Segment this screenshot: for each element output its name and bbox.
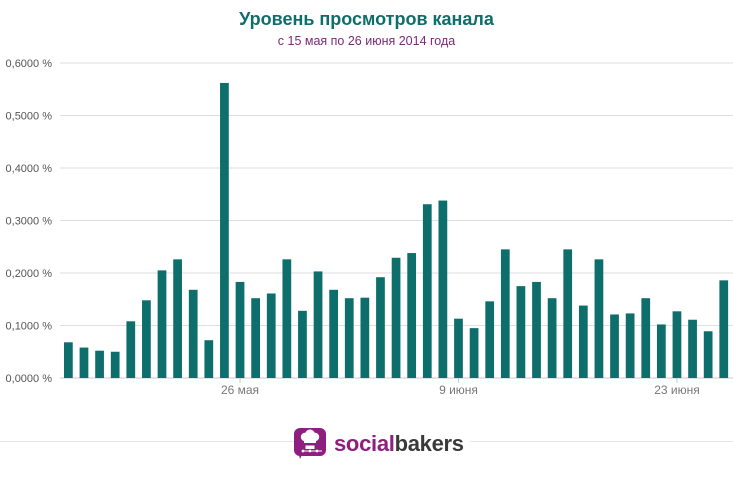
bar[interactable]	[438, 200, 448, 378]
y-axis-labels: 0,0000 % 0,1000 % 0,2000 % 0,3000 % 0,4000 %…	[6, 58, 53, 385]
bar[interactable]	[95, 350, 104, 378]
y-tick-label: 0,1000 %	[6, 321, 53, 333]
bar[interactable]	[422, 204, 432, 378]
bar[interactable]	[220, 82, 229, 378]
bar[interactable]	[454, 318, 463, 378]
bar[interactable]	[173, 259, 182, 378]
y-tick-label: 0,6000 %	[6, 58, 53, 70]
bar[interactable]	[110, 351, 120, 378]
brand-name-part2: bakers	[394, 431, 464, 456]
bar[interactable]	[547, 298, 557, 378]
gridlines	[60, 62, 733, 379]
brand-name-part1: social	[334, 431, 395, 456]
bar[interactable]	[532, 281, 541, 378]
bar[interactable]	[625, 313, 635, 378]
bar[interactable]	[344, 298, 354, 378]
bar[interactable]	[126, 321, 136, 378]
y-tick-label: 0,2000 %	[6, 268, 53, 280]
bar[interactable]	[688, 319, 697, 378]
socialbakers-logo[interactable]: socialbakers	[294, 424, 470, 464]
bar[interactable]	[282, 259, 292, 378]
bar[interactable]	[251, 298, 260, 378]
y-tick-label: 0,4000 %	[6, 163, 53, 175]
bar[interactable]	[610, 314, 619, 378]
bar[interactable]	[703, 331, 713, 378]
y-tick-label: 0,0000 %	[6, 373, 53, 385]
bar[interactable]	[656, 324, 666, 378]
x-tick-label: 23 июня	[654, 383, 700, 397]
bar[interactable]	[235, 281, 245, 378]
bar[interactable]	[485, 301, 495, 378]
x-axis: 26 мая 9 июня 23 июня	[221, 378, 700, 397]
y-tick-label: 0,3000 %	[6, 216, 53, 228]
bar[interactable]	[204, 340, 214, 378]
bar[interactable]	[376, 277, 385, 378]
bar[interactable]	[391, 257, 401, 378]
bar[interactable]	[64, 342, 73, 378]
bar[interactable]	[188, 289, 198, 378]
bar[interactable]	[594, 259, 604, 378]
socialbakers-chef-icon	[294, 428, 326, 459]
bar[interactable]	[142, 300, 151, 378]
bar[interactable]	[157, 270, 167, 378]
bar[interactable]	[79, 347, 89, 378]
bar[interactable]	[563, 249, 573, 378]
bar[interactable]	[360, 297, 370, 378]
bar[interactable]	[329, 289, 339, 378]
bar[interactable]	[313, 271, 323, 378]
bar[interactable]	[266, 293, 276, 378]
bar-chart: 0,0000 % 0,1000 % 0,2000 % 0,3000 % 0,4000 %…	[6, 58, 733, 397]
bar[interactable]	[641, 298, 651, 378]
bars	[64, 82, 729, 378]
chart-subtitle: с 15 мая по 26 июня 2014 года	[277, 34, 456, 48]
bar[interactable]	[298, 310, 307, 378]
y-tick-label: 0,5000 %	[6, 111, 53, 123]
brand-name: socialbakers	[334, 431, 464, 457]
bar[interactable]	[407, 253, 417, 378]
bar[interactable]	[469, 328, 479, 378]
bar[interactable]	[578, 305, 588, 378]
x-tick-label: 9 июня	[439, 383, 478, 397]
x-tick-label: 26 мая	[221, 383, 259, 397]
bar[interactable]	[672, 311, 682, 378]
chart-title: Уровень просмотров канала	[239, 9, 494, 29]
bar[interactable]	[500, 249, 510, 378]
bar[interactable]	[516, 286, 526, 378]
bar[interactable]	[719, 280, 729, 378]
